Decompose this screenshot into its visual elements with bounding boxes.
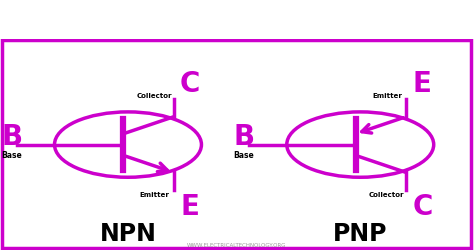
Text: Base: Base <box>234 150 255 159</box>
Text: NPN: NPN <box>100 221 156 245</box>
Text: B: B <box>1 123 22 150</box>
Text: Emitter: Emitter <box>372 93 402 99</box>
Text: Base: Base <box>1 150 22 159</box>
Text: C: C <box>180 70 201 98</box>
Text: Difference Between NPN & PNP Transistor: Difference Between NPN & PNP Transistor <box>30 11 444 29</box>
Text: PNP: PNP <box>333 221 387 245</box>
Text: Collector: Collector <box>369 191 405 197</box>
Text: E: E <box>413 70 432 98</box>
Text: C: C <box>412 192 433 220</box>
Text: E: E <box>181 192 200 220</box>
Text: WWW.ELECTRICALTECHNOLOGY.ORG: WWW.ELECTRICALTECHNOLOGY.ORG <box>187 242 287 247</box>
Text: Collector: Collector <box>137 93 173 99</box>
Text: Emitter: Emitter <box>140 191 170 197</box>
Text: B: B <box>234 123 255 150</box>
